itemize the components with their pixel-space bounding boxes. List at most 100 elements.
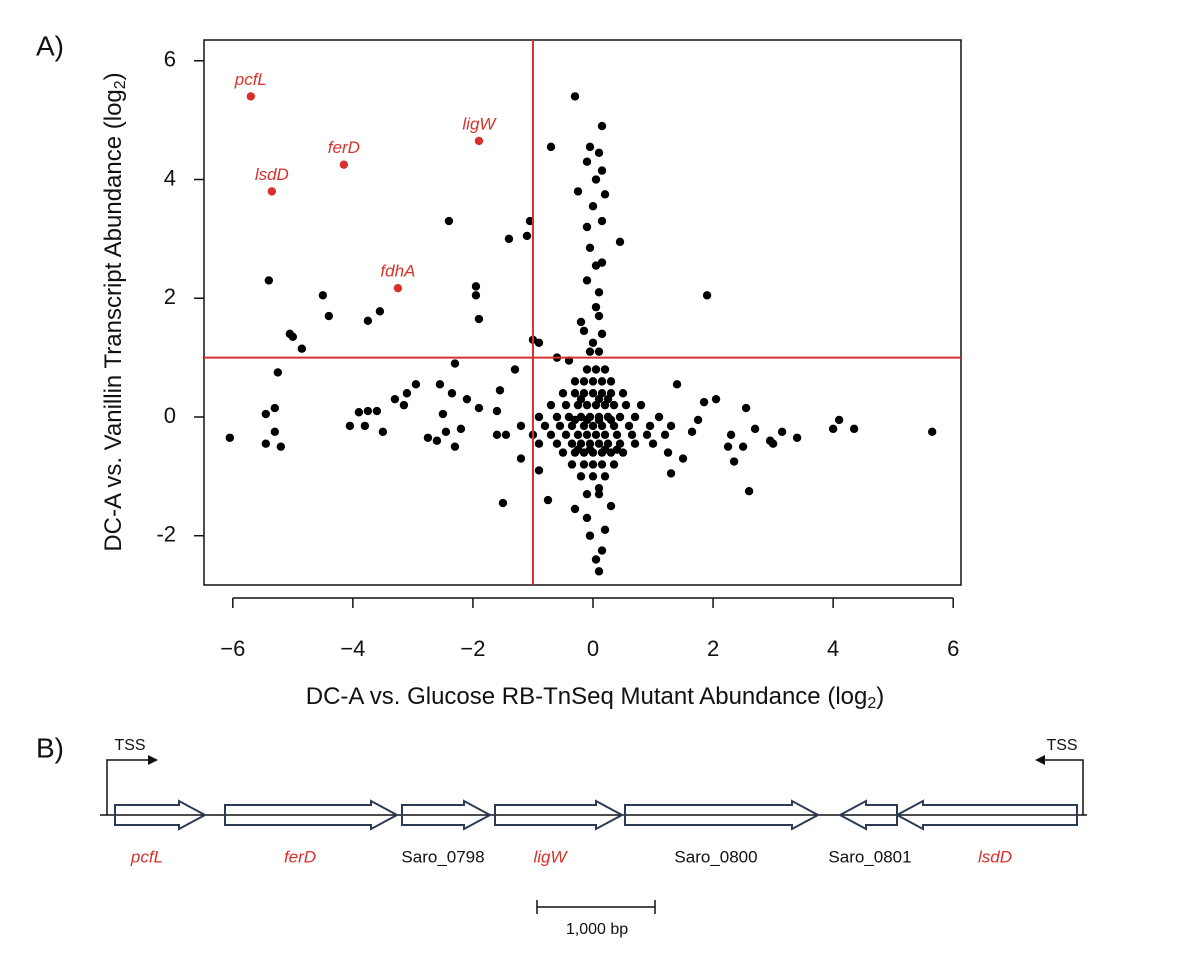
data-point xyxy=(495,386,505,395)
data-point xyxy=(618,389,628,398)
data-point xyxy=(585,347,595,356)
data-point xyxy=(594,347,604,356)
x-tick-label: 0 xyxy=(587,636,599,661)
data-point xyxy=(582,489,592,499)
panel-label: B) xyxy=(36,732,64,763)
data-point xyxy=(498,498,508,508)
data-point xyxy=(597,216,607,226)
data-point xyxy=(666,469,676,478)
x-tick-label: −6 xyxy=(220,636,245,661)
data-point xyxy=(576,317,586,327)
data-point xyxy=(573,187,583,196)
gene-arrow xyxy=(894,799,1078,831)
data-point xyxy=(642,430,652,439)
data-point xyxy=(264,276,274,285)
data-point xyxy=(663,448,673,457)
data-point xyxy=(516,454,526,463)
data-point xyxy=(606,377,616,386)
data-point xyxy=(585,531,595,540)
data-point xyxy=(588,389,598,398)
x-tick-label: −4 xyxy=(340,636,365,661)
data-point xyxy=(270,427,280,437)
data-point xyxy=(594,415,604,425)
data-point xyxy=(360,421,370,431)
data-point xyxy=(534,466,544,475)
panel-label: A) xyxy=(36,30,64,61)
data-point xyxy=(594,394,604,404)
data-point xyxy=(603,394,613,404)
data-point xyxy=(582,400,592,410)
y-axis-title: DC-A vs. Vanillin Transcript Abundance (… xyxy=(100,72,129,551)
x-axis-title: DC-A vs. Glucose RB-TnSeq Mutant Abundan… xyxy=(306,683,885,712)
data-point xyxy=(744,486,754,496)
data-point xyxy=(501,430,511,439)
x-tick-label: 4 xyxy=(827,636,839,661)
data-point xyxy=(504,234,514,244)
data-point xyxy=(927,427,937,437)
data-point xyxy=(630,439,640,448)
data-point xyxy=(585,243,595,252)
tss-arrowhead xyxy=(148,755,158,765)
data-point xyxy=(582,276,592,285)
data-point xyxy=(648,439,658,448)
data-point xyxy=(579,460,589,469)
data-point xyxy=(597,460,607,469)
data-point xyxy=(267,187,277,196)
x-tick-label: 2 xyxy=(707,636,719,661)
data-point xyxy=(339,160,349,169)
data-point xyxy=(582,513,592,523)
scale-bar xyxy=(536,900,656,914)
x-axis-title-close: ) xyxy=(876,683,884,710)
y-tick-label: 2 xyxy=(164,284,176,309)
data-point xyxy=(591,365,601,374)
data-point xyxy=(438,409,448,419)
data-point xyxy=(474,136,484,146)
gene-label: Saro_0800 xyxy=(674,847,757,866)
data-point xyxy=(567,439,577,448)
gene-arrow xyxy=(624,799,821,831)
data-point xyxy=(612,430,622,439)
gene-map: TSS TSS 1,000 bp pcfL ferD Saro_0798 ligW Sa… xyxy=(100,737,1087,938)
y-tick-label: 4 xyxy=(164,165,176,190)
data-point xyxy=(573,430,583,439)
gene-arrow xyxy=(224,799,400,831)
data-point xyxy=(492,430,502,439)
data-point xyxy=(558,389,568,398)
data-point xyxy=(672,380,682,389)
data-point xyxy=(546,430,556,439)
data-point xyxy=(588,472,598,481)
data-point xyxy=(534,412,544,422)
data-point xyxy=(390,394,400,404)
data-point xyxy=(621,400,631,410)
x-tick-label: 6 xyxy=(947,636,959,661)
data-point xyxy=(597,377,607,386)
data-point xyxy=(585,439,595,448)
data-point xyxy=(570,92,580,101)
data-point xyxy=(615,237,625,247)
data-point xyxy=(372,406,382,416)
gene-label: lsdD xyxy=(978,847,1012,866)
data-point xyxy=(654,412,664,422)
data-point xyxy=(474,314,484,324)
data-point xyxy=(570,389,580,398)
data-point xyxy=(729,457,739,466)
data-point xyxy=(624,421,634,431)
tss-label: TSS xyxy=(114,737,145,754)
data-point xyxy=(702,291,712,300)
data-point xyxy=(630,412,640,422)
data-point xyxy=(594,311,604,321)
data-point xyxy=(570,377,580,386)
data-point xyxy=(561,430,571,439)
data-point xyxy=(645,421,655,431)
tss-arrowhead xyxy=(1035,755,1045,765)
data-point xyxy=(363,406,373,416)
data-point xyxy=(462,394,472,404)
data-point xyxy=(606,415,616,425)
data-point xyxy=(552,439,562,448)
data-point xyxy=(552,412,562,422)
data-point xyxy=(594,288,604,297)
data-point xyxy=(558,448,568,457)
data-point xyxy=(471,291,481,300)
point-label: fdhA xyxy=(380,262,415,281)
